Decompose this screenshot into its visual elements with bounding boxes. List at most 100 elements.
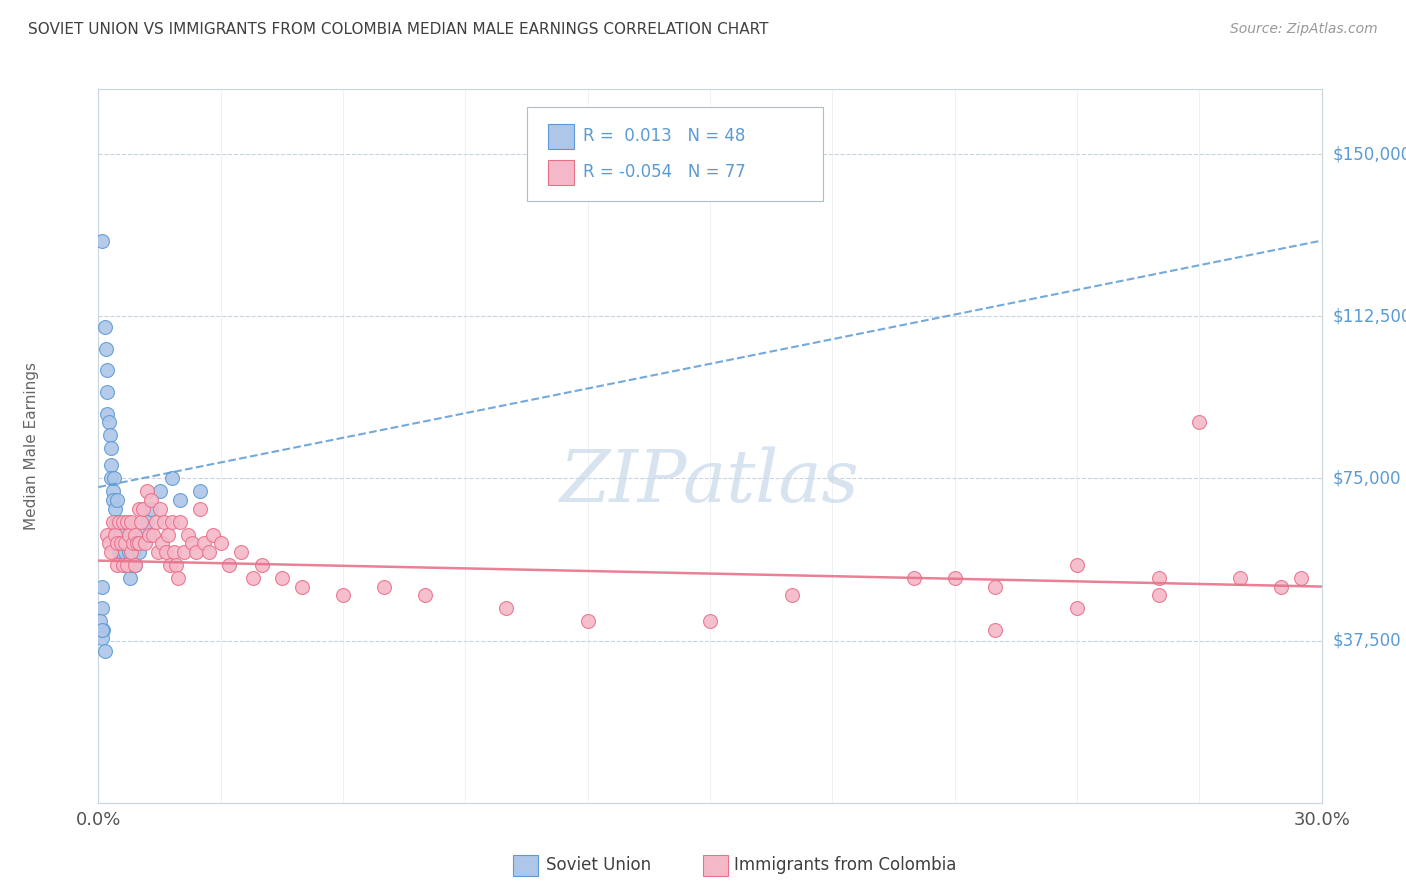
Point <box>165 558 187 572</box>
Point <box>127 536 149 550</box>
Point <box>96 527 118 541</box>
Point <box>197 545 219 559</box>
Point <box>231 545 253 559</box>
Point <box>186 545 208 559</box>
Point <box>118 545 141 559</box>
Point <box>96 384 118 399</box>
Point <box>91 580 114 594</box>
Point <box>108 545 131 559</box>
Point <box>984 580 1007 594</box>
Point <box>156 527 179 541</box>
Point <box>1066 601 1088 615</box>
Point <box>169 493 191 508</box>
Point <box>132 527 155 541</box>
Point <box>120 515 142 529</box>
Point <box>159 558 181 572</box>
Point <box>100 545 122 559</box>
Text: Immigrants from Colombia: Immigrants from Colombia <box>734 856 956 874</box>
Point <box>1147 588 1170 602</box>
Point <box>1147 571 1170 585</box>
Point <box>90 234 112 248</box>
Point <box>98 428 121 442</box>
Text: SOVIET UNION VS IMMIGRANTS FROM COLOMBIA MEDIAN MALE EARNINGS CORRELATION CHART: SOVIET UNION VS IMMIGRANTS FROM COLOMBIA… <box>28 22 769 37</box>
Point <box>250 558 273 572</box>
Point <box>114 545 136 559</box>
Point <box>114 536 136 550</box>
Point <box>142 527 165 541</box>
Point <box>146 545 169 559</box>
Point <box>96 407 118 421</box>
Point <box>903 571 925 585</box>
Point <box>108 515 131 529</box>
Point <box>152 515 174 529</box>
Point <box>163 545 186 559</box>
Point <box>100 471 122 485</box>
Point <box>101 484 124 499</box>
Point <box>201 527 224 541</box>
Point <box>188 501 212 516</box>
Point <box>136 484 159 499</box>
Point <box>136 515 159 529</box>
Point <box>115 515 138 529</box>
Point <box>124 527 146 541</box>
Point <box>104 501 127 516</box>
Point <box>115 558 138 572</box>
Point <box>128 545 150 559</box>
Point <box>209 536 232 550</box>
Text: ZIPatlas: ZIPatlas <box>560 446 860 517</box>
Point <box>91 623 114 637</box>
Point <box>150 536 173 550</box>
Point <box>94 342 117 356</box>
Point <box>132 501 155 516</box>
Point <box>373 580 395 594</box>
Point <box>90 632 112 646</box>
Point <box>332 588 354 602</box>
Point <box>141 493 163 508</box>
Point <box>105 558 128 572</box>
Point <box>124 558 146 572</box>
Point <box>120 571 142 585</box>
Point <box>122 545 145 559</box>
Point <box>108 527 131 541</box>
Point <box>1291 571 1313 585</box>
Point <box>193 536 215 550</box>
Point <box>576 614 599 628</box>
Text: $150,000: $150,000 <box>1333 145 1406 163</box>
Point <box>101 515 124 529</box>
Point <box>93 320 115 334</box>
Point <box>138 527 160 541</box>
Point <box>127 536 149 550</box>
Point <box>128 501 150 516</box>
Point <box>128 536 150 550</box>
Point <box>91 623 114 637</box>
Point <box>270 571 294 585</box>
Point <box>124 558 146 572</box>
Point <box>105 493 128 508</box>
Point <box>160 515 183 529</box>
Point <box>141 501 163 516</box>
Point <box>111 558 134 572</box>
Text: R = -0.054   N = 77: R = -0.054 N = 77 <box>583 163 747 181</box>
Point <box>111 536 134 550</box>
Point <box>112 558 135 572</box>
Point <box>181 536 204 550</box>
Point <box>100 441 122 455</box>
Point <box>90 601 112 615</box>
Point <box>1188 415 1211 429</box>
Point <box>111 515 134 529</box>
Point <box>167 571 190 585</box>
Point <box>104 527 127 541</box>
Point <box>111 545 134 559</box>
Point <box>218 558 240 572</box>
Point <box>103 471 125 485</box>
Point <box>118 527 141 541</box>
Text: Soviet Union: Soviet Union <box>546 856 651 874</box>
Text: Median Male Earnings: Median Male Earnings <box>24 362 38 530</box>
Text: $112,500: $112,500 <box>1333 307 1406 326</box>
Text: R =  0.013   N = 48: R = 0.013 N = 48 <box>583 128 745 145</box>
Text: Source: ZipAtlas.com: Source: ZipAtlas.com <box>1230 22 1378 37</box>
Point <box>115 536 138 550</box>
Point <box>93 644 115 658</box>
Point <box>120 558 142 572</box>
Point <box>291 580 314 594</box>
